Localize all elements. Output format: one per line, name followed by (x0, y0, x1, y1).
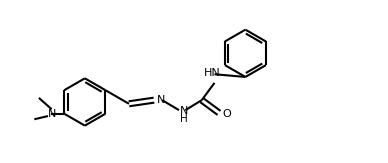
Text: HN: HN (204, 68, 221, 78)
Text: N: N (157, 95, 166, 105)
Text: N: N (180, 106, 188, 116)
Text: N: N (47, 109, 56, 119)
Text: H: H (180, 114, 188, 124)
Text: O: O (222, 109, 231, 119)
